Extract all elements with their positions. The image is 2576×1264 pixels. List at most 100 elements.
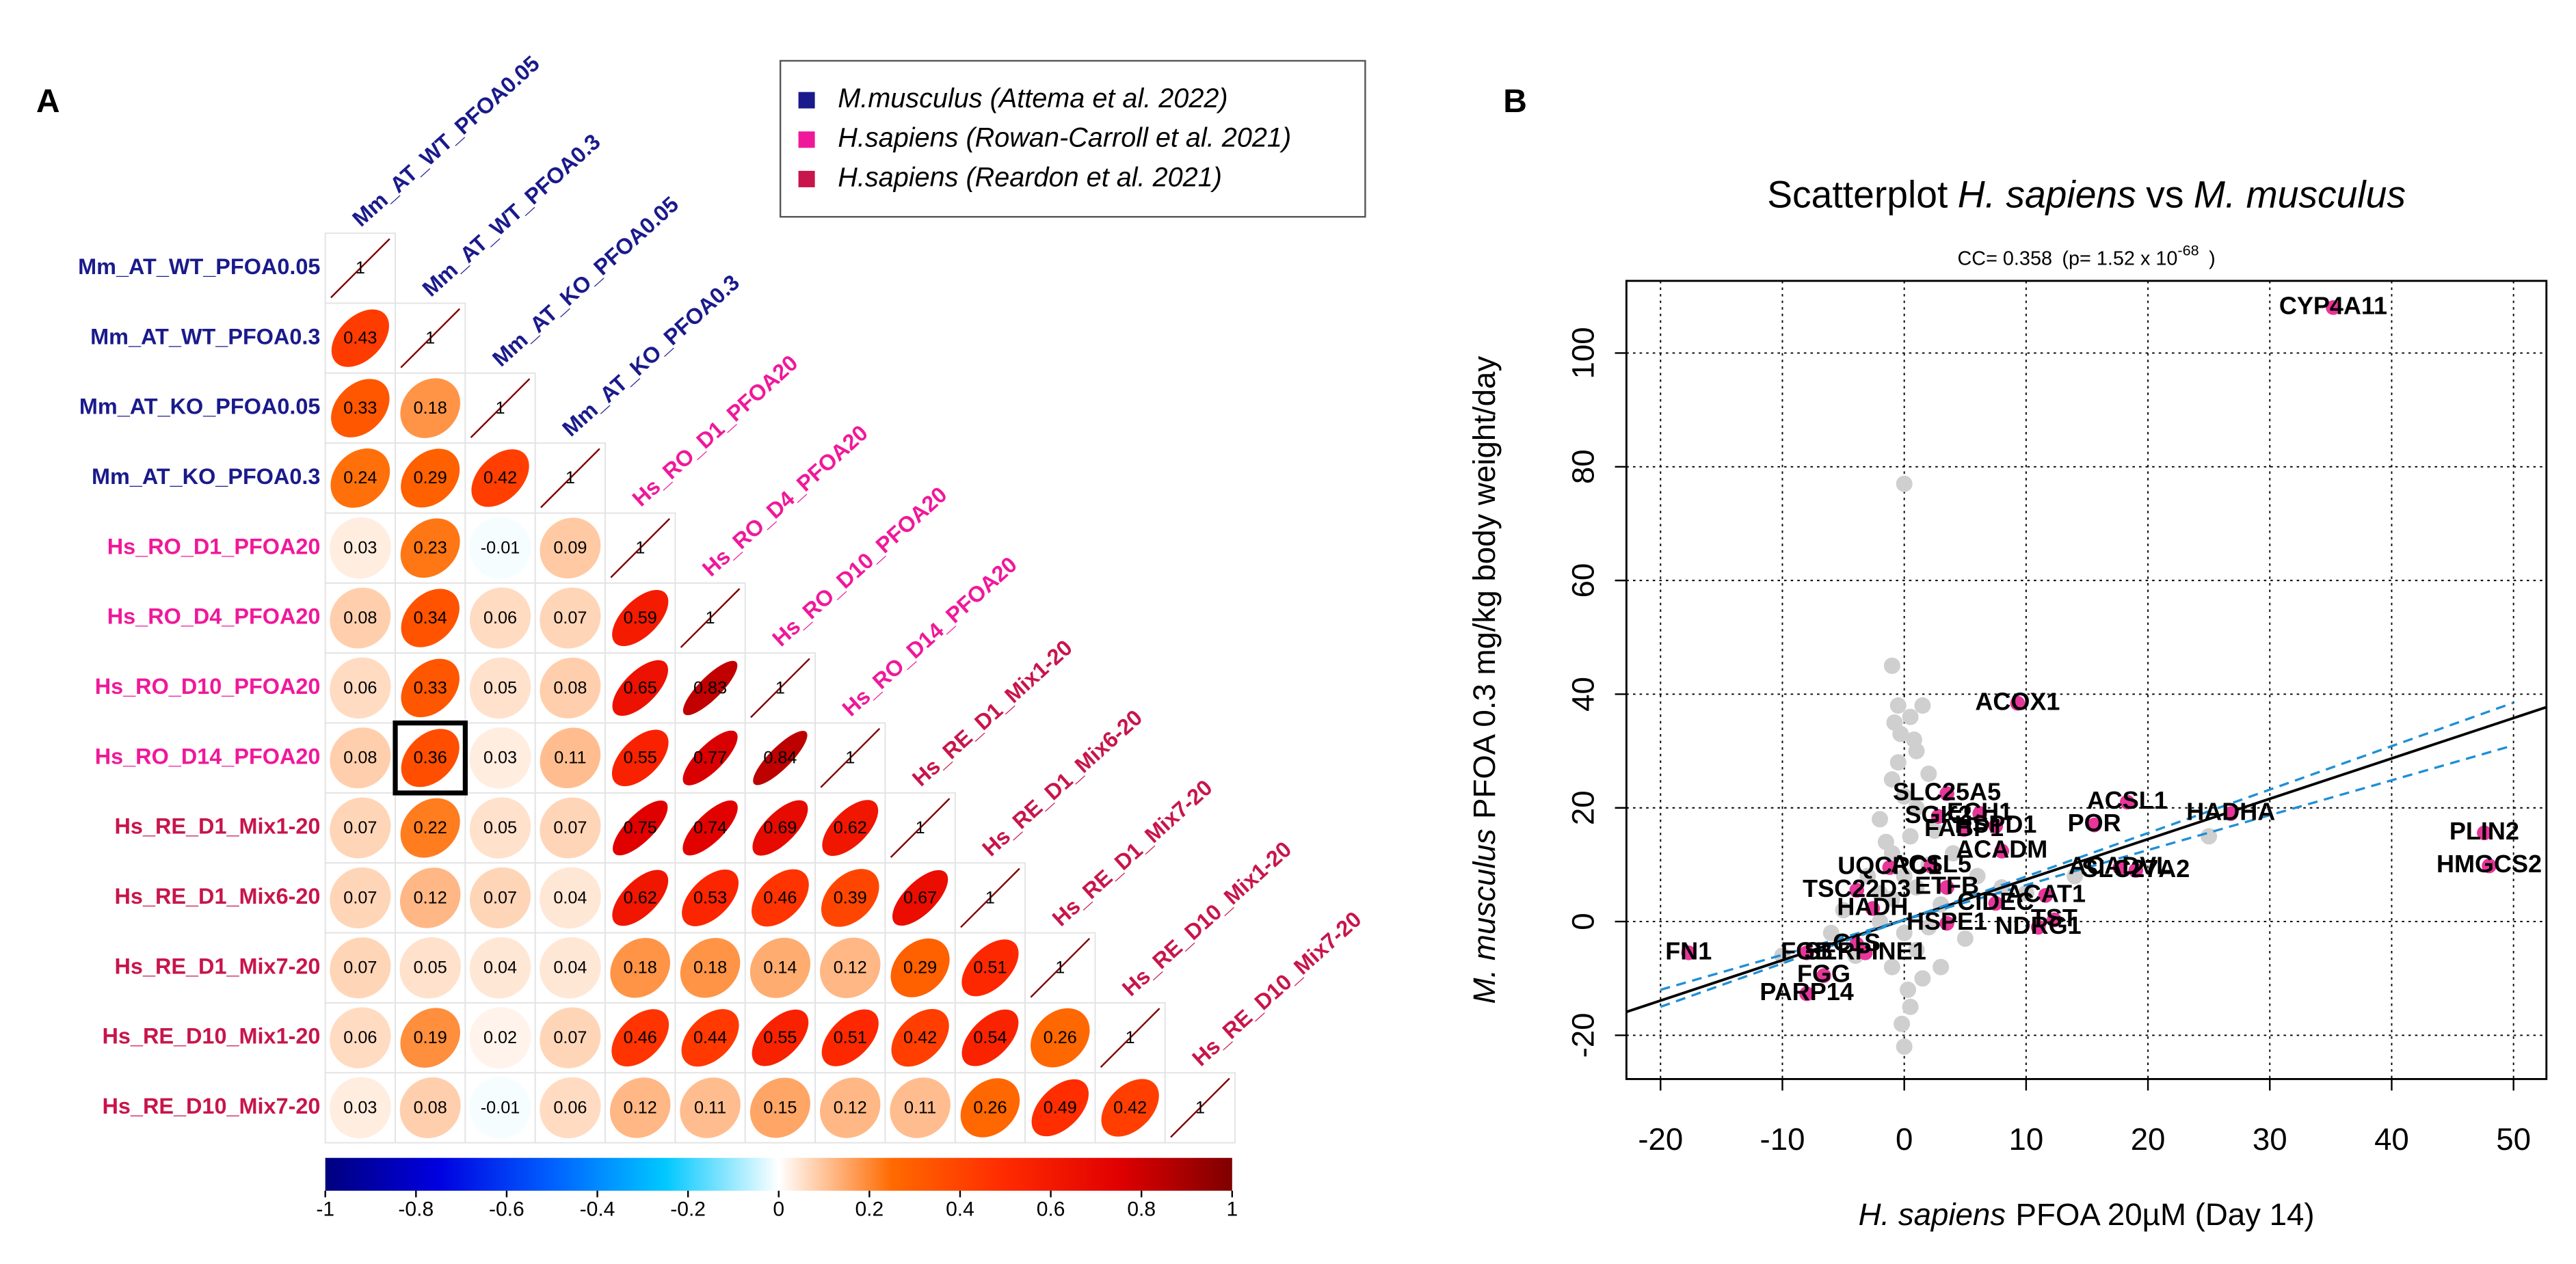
row-label: Hs_RE_D1_Mix1-20 [115,814,321,839]
background-point [1896,924,1913,941]
gene-label: FGB [1781,937,1833,965]
x-tick-label: 40 [2374,1122,2409,1157]
gene-point [1816,968,1831,983]
plot-frame [1625,280,2548,1080]
background-point [1926,822,1943,839]
cell-value: 0.24 [343,468,377,487]
cell-value: 0.23 [414,539,447,558]
row-label: Hs_RO_D10_PFOA20 [95,674,321,699]
cell-value: 0.18 [693,958,727,978]
background-point [1944,845,1961,862]
background-point [2067,868,2084,885]
colorbar-tick-label: 0.4 [946,1198,974,1221]
cell-value: 0.12 [414,888,447,907]
y-axis-label-part: PFOA 0.3 mg/kg body weight/day [1467,356,1502,819]
cell-value: 1 [566,468,575,487]
cell-value: 0.33 [343,399,377,418]
correlation-ellipse [399,1077,461,1138]
cell-value: 0.18 [414,399,447,418]
gene-label: HSPE1 [1907,907,1987,935]
gene-point [2030,919,2046,935]
correlation-ellipse [749,1077,810,1138]
correlation-ellipse [960,1078,1020,1138]
cell-value: 0.65 [624,678,657,697]
cell-value: 0.05 [483,818,517,837]
cell-value: 1 [916,818,925,837]
cell-value: 0.46 [624,1028,657,1047]
cell-value: 0.08 [414,1098,447,1117]
correlation-ellipse [1031,1008,1090,1068]
correlation-ellipse [612,589,669,647]
gene-label: ETFB [1915,872,1979,900]
diagonal-mark [890,798,951,858]
gene-point [1857,945,1873,960]
cell-value: 0.11 [904,1098,936,1117]
correlation-ellipse [1031,1079,1089,1137]
gene-point [1681,945,1697,960]
correlation-ellipse [330,587,391,649]
column-label: Hs_RO_D4_PFOA20 [698,420,873,581]
cell-value: 0.34 [414,608,447,628]
cell-value: 0.22 [414,818,447,837]
correlation-ellipse [682,800,738,856]
correlation-ellipse [540,727,601,789]
gene-label: ACADVL [2069,852,2171,880]
x-tick-label: -10 [1760,1122,1805,1157]
gene-point [1939,880,1954,895]
cell-value: 1 [425,329,435,348]
gene-label: TSC22D3 [1803,874,1911,902]
row-label: Hs_RE_D10_Mix1-20 [102,1024,320,1049]
cell-value: 0.08 [553,678,587,697]
diagonal-mark [400,308,461,368]
correlation-ellipse [469,797,531,859]
correlation-ellipse [469,867,531,929]
chart-title: Scatterplot H. sapiens vs M. musculus [1767,173,2406,215]
correlation-ellipse [890,1077,951,1138]
chart-subtitle-part: ) [2209,247,2216,269]
x-axis-label-part: H. sapiens [1859,1197,2006,1232]
cell-value: 0.07 [553,818,587,837]
cell-value: 0.08 [343,749,377,768]
cell-value: 0.07 [483,888,517,907]
y-tick-label: 20 [1565,790,1600,825]
diagonal-mark [330,238,390,299]
gene-point [2128,863,2144,878]
legend-swatch [798,170,815,187]
gene-point [2326,300,2341,315]
correlation-ellipse [611,1009,669,1067]
correlation-ellipse [330,1007,391,1068]
cell-value: 1 [775,678,785,697]
gene-label: SLC27A2 [2082,855,2190,883]
gene-label: ACAT1 [2006,879,2086,907]
diagonal-mark [750,658,810,718]
correlation-ellipse [680,1077,741,1138]
gene-point [1939,786,1954,801]
background-point [1896,788,1913,805]
cell-value: 0.26 [973,1098,1007,1117]
gene-label: HMGCS2 [2436,850,2542,878]
background-point [1883,657,1900,674]
row-label: Hs_RE_D1_Mix6-20 [115,884,321,909]
correlation-ellipse [469,657,531,719]
gene-label: UQCRC1 [1837,852,1941,880]
cell-value: 1 [635,539,645,558]
correlation-ellipse [961,939,1019,997]
correlation-ellipse [613,800,668,856]
cell-value: -0.01 [481,1098,520,1117]
colorbar-tick-label: 0 [773,1198,784,1221]
cell-value: 0.84 [763,749,797,768]
fit-line [1626,705,2547,1014]
gene-label: HADHA [2186,798,2275,826]
cell-value: 0.75 [624,818,657,837]
gene-point [1939,915,1954,931]
correlation-ellipse [752,1009,809,1066]
correlation-ellipse [399,868,461,928]
correlation-ellipse [400,1008,460,1068]
cell-value: 0.04 [483,958,517,978]
correlation-ellipse [331,379,390,438]
colorbar [325,1157,1232,1191]
correlation-ellipse [612,870,669,926]
background-point [1889,754,1907,771]
correlation-ellipse [961,1009,1019,1066]
